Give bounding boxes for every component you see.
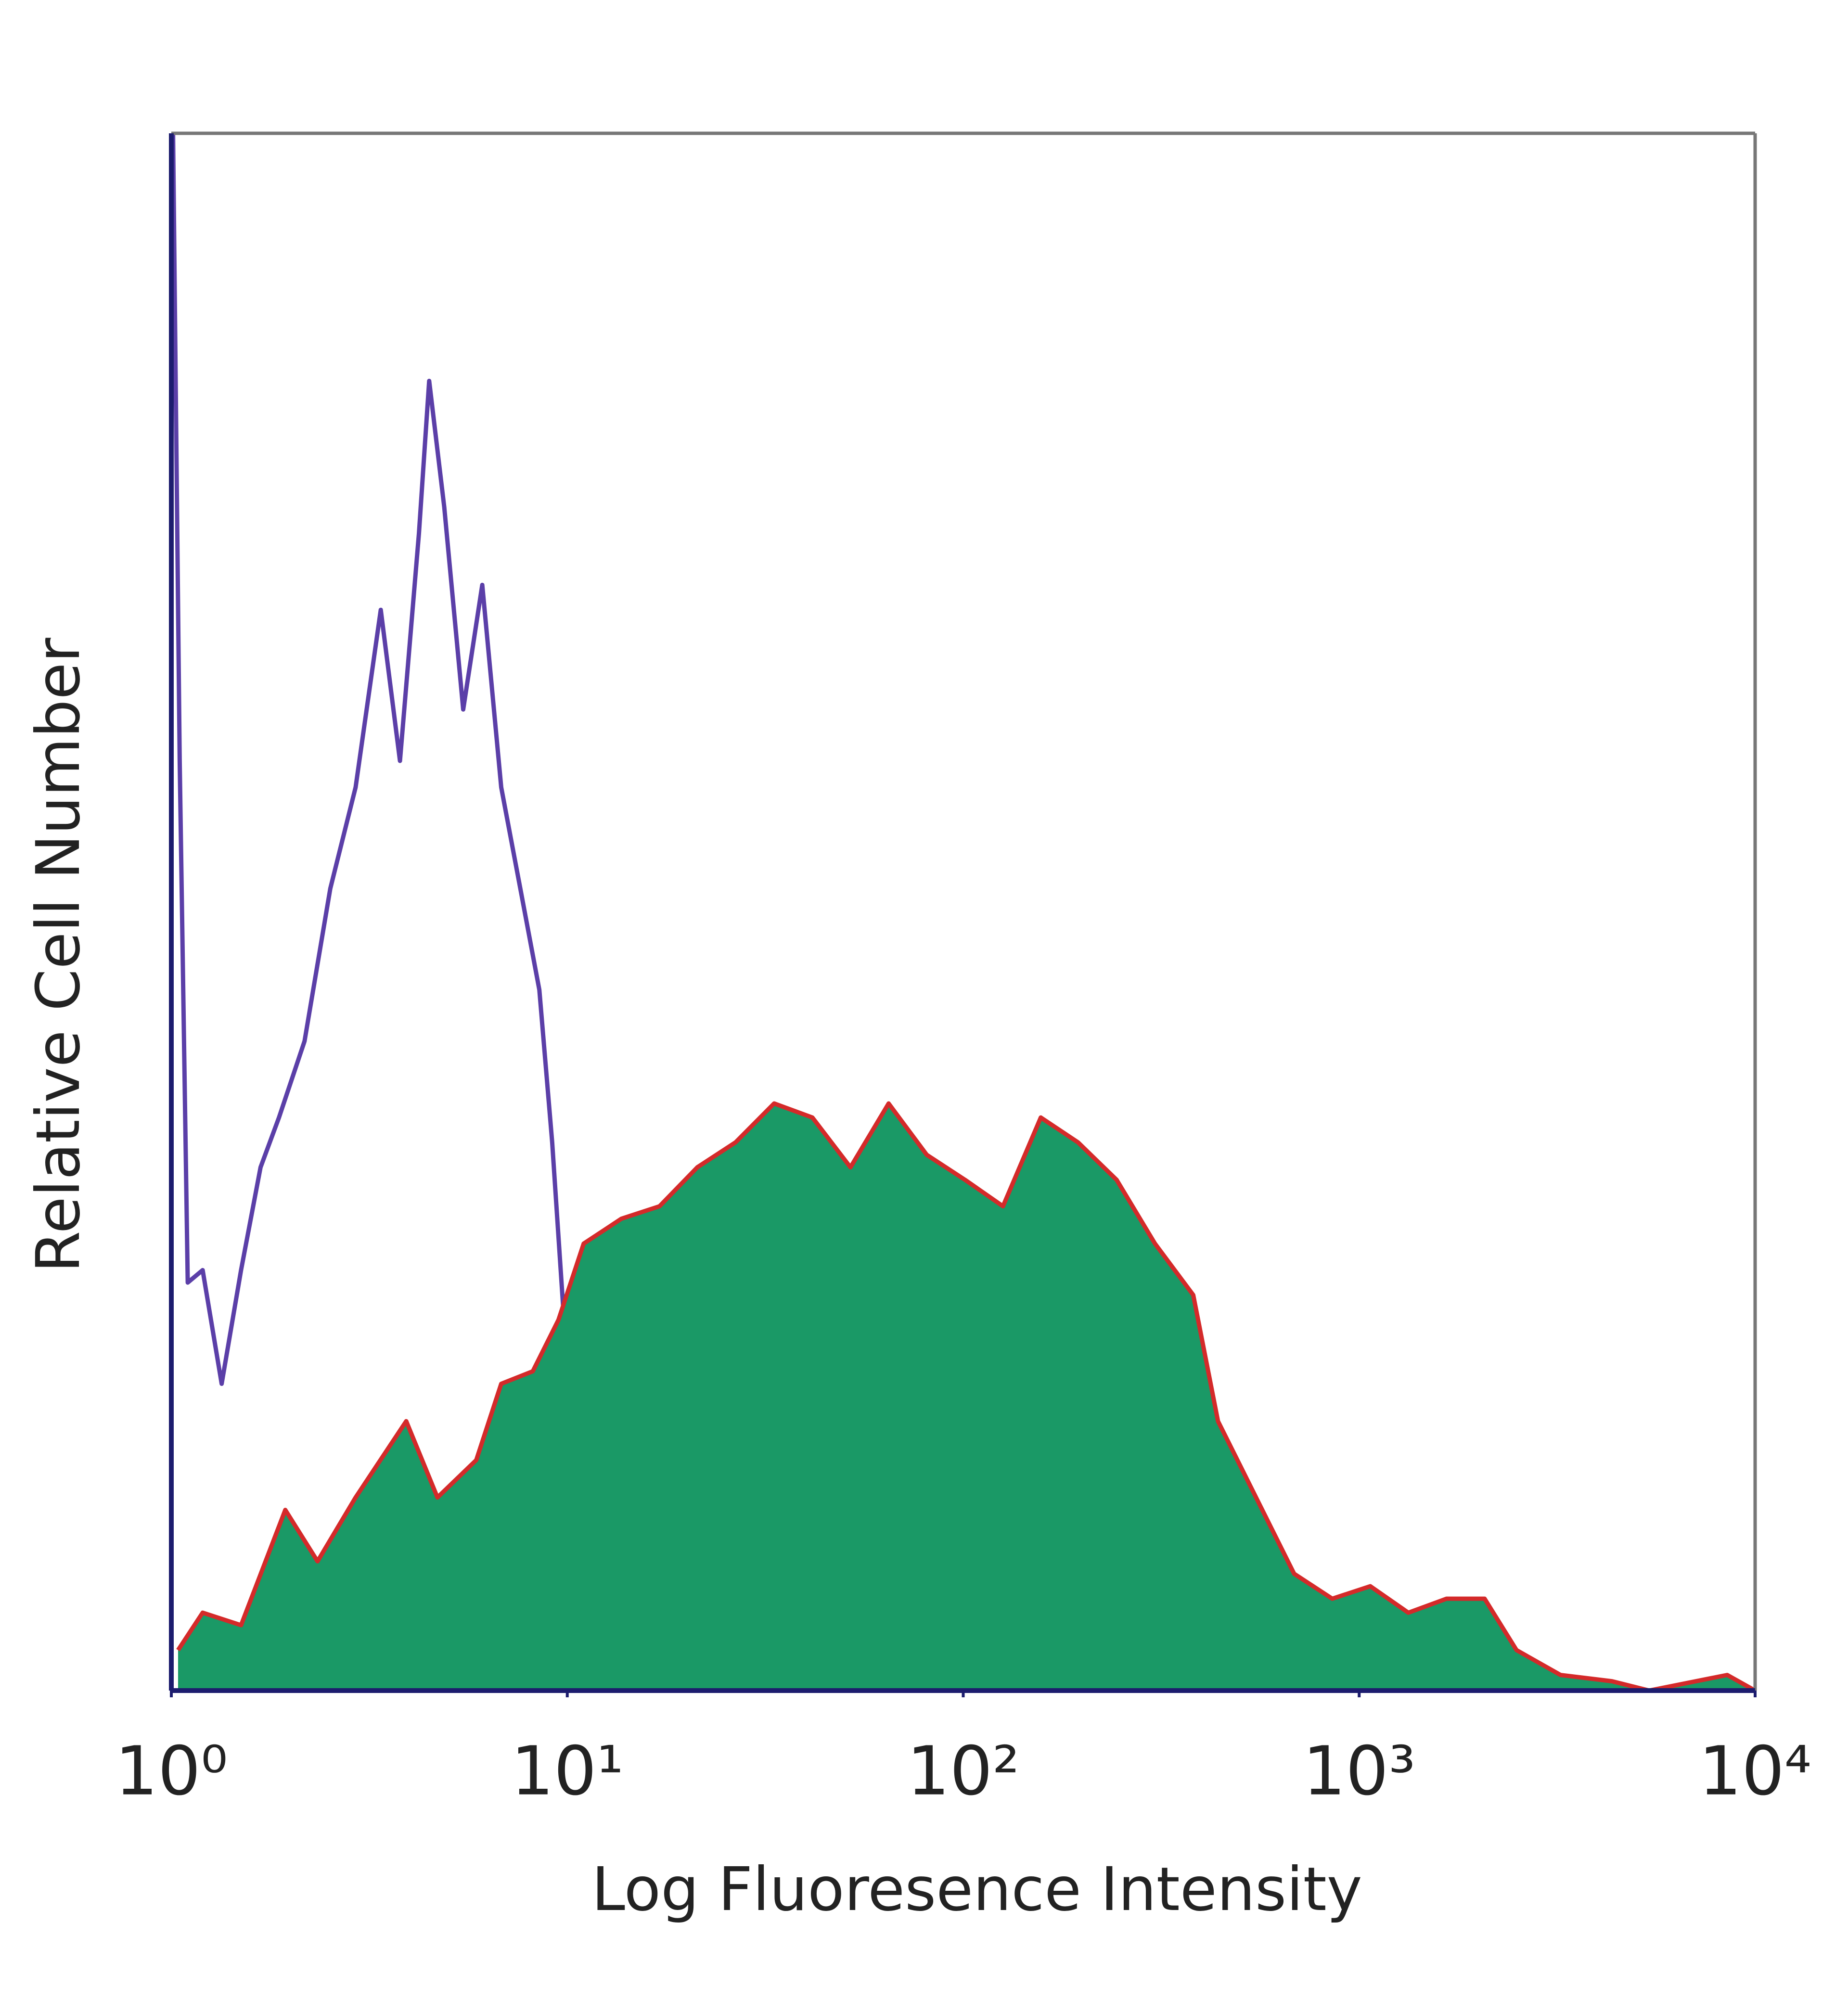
x-tick-label: 10¹ bbox=[511, 1732, 624, 1811]
y-axis-label: Relative Cell Number bbox=[24, 638, 93, 1273]
histogram-area bbox=[178, 1103, 1755, 1691]
x-axis-label: Log Fluoresence Intensity bbox=[591, 1855, 1362, 1924]
x-tick-label: 10³ bbox=[1303, 1732, 1415, 1811]
histogram-line bbox=[176, 1101, 1757, 1693]
x-tick-label: 10⁴ bbox=[1699, 1732, 1811, 1811]
x-tick-label: 10² bbox=[907, 1732, 1019, 1811]
x-tick-label: 10⁰ bbox=[115, 1732, 228, 1811]
